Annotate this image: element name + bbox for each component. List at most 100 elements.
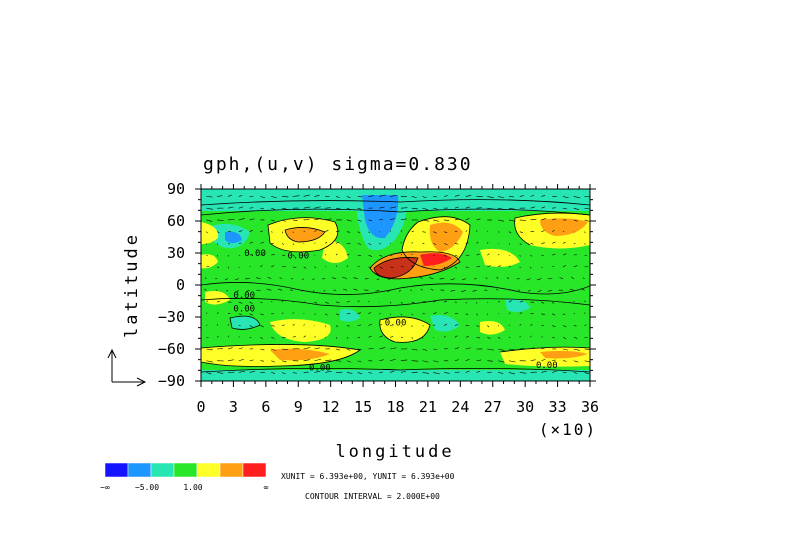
wind-vector — [573, 219, 578, 222]
wind-vector — [541, 301, 545, 304]
wind-vector — [422, 254, 424, 256]
wind-vector — [303, 194, 310, 197]
wind-vector — [292, 231, 294, 234]
wind-vector — [487, 348, 494, 351]
wind-vector — [573, 196, 581, 199]
wind-vector — [444, 348, 448, 350]
wind-vector — [238, 242, 242, 244]
wind-vector — [281, 207, 288, 210]
wind-vector — [325, 325, 327, 327]
wind-vector — [465, 370, 470, 373]
wind-vector — [552, 325, 556, 328]
colorbar-swatch — [150, 462, 175, 478]
wind-vector — [508, 324, 510, 326]
wind-vector — [312, 290, 315, 293]
wind-vector — [227, 194, 233, 197]
wind-vector — [292, 348, 300, 350]
wind-vector — [206, 231, 208, 234]
wind-vector — [519, 300, 524, 303]
colorbar-swatch — [219, 462, 244, 478]
wind-vector — [530, 243, 534, 245]
wind-vector — [422, 372, 430, 374]
wind-vector — [519, 266, 521, 269]
wind-vector — [400, 230, 403, 232]
wind-vector — [422, 337, 424, 339]
wind-vector — [303, 324, 305, 326]
wind-vector — [562, 253, 567, 256]
wind-vector — [444, 231, 448, 234]
wind-vector — [476, 325, 480, 328]
wind-vector — [476, 241, 479, 244]
wind-vector — [271, 207, 276, 210]
wind-vector — [346, 207, 351, 210]
wind-vector — [217, 335, 219, 338]
wind-vector — [519, 219, 527, 221]
wind-vector — [292, 254, 296, 257]
wind-vector — [357, 324, 362, 326]
wind-vector — [527, 290, 531, 292]
wind-vector — [346, 325, 350, 327]
wind-vector — [420, 288, 423, 291]
wind-vector — [400, 207, 408, 209]
wind-vector — [281, 219, 286, 222]
wind-vector — [217, 219, 224, 221]
x-axis-label: longitude — [335, 442, 454, 462]
wind-vector — [217, 195, 223, 197]
wind-vector — [346, 219, 352, 222]
wind-vector — [411, 253, 413, 256]
y-tick-label: −60 — [158, 340, 185, 358]
wind-vector — [206, 372, 212, 375]
wind-vector — [249, 207, 254, 209]
wind-vector — [234, 278, 239, 281]
wind-vector — [303, 335, 307, 338]
wind-vector — [368, 266, 372, 269]
wind-vector — [292, 323, 295, 326]
wind-vector — [292, 372, 297, 374]
wind-vector — [487, 242, 489, 244]
wind-vector — [238, 301, 243, 304]
wind-vector — [260, 325, 264, 328]
wind-vector — [388, 278, 391, 281]
wind-vector — [541, 336, 543, 338]
wind-vector — [476, 230, 478, 232]
y-tick-label: 90 — [167, 180, 185, 198]
wind-vector — [562, 348, 569, 351]
contour-label: 0.00 — [244, 249, 266, 259]
y-tick-label: 0 — [176, 276, 185, 294]
wind-vector — [390, 195, 397, 197]
wind-vector — [335, 196, 340, 199]
wind-vector — [314, 206, 321, 209]
wind-vector — [552, 253, 556, 256]
x-multiplier: (×10) — [539, 420, 597, 439]
y-tick-label: 60 — [167, 212, 185, 230]
wind-vector — [422, 231, 426, 233]
wind-vector — [271, 219, 275, 222]
wind-vector — [217, 372, 224, 374]
wind-vector — [379, 218, 384, 221]
wind-vector — [569, 288, 574, 291]
wind-vector — [260, 196, 265, 199]
wind-vector — [227, 243, 230, 245]
wind-vector — [465, 313, 469, 315]
wind-vector — [216, 243, 219, 246]
wind-vector — [346, 254, 350, 256]
wind-vector — [584, 231, 586, 234]
colorbar-swatch — [196, 462, 221, 478]
wind-vector — [343, 288, 347, 291]
wind-vector — [400, 218, 407, 221]
wind-vector — [433, 243, 437, 245]
wind-vector — [508, 254, 510, 256]
wind-vector — [216, 323, 218, 326]
wind-vector — [368, 254, 373, 257]
wind-vector — [462, 278, 466, 281]
wind-vector — [346, 300, 350, 303]
wind-vector — [249, 370, 256, 373]
colorbar-label: −5.00 — [135, 483, 159, 492]
wind-vector — [422, 325, 424, 327]
wind-vector — [508, 372, 516, 375]
wind-vector — [582, 277, 585, 279]
wind-vector — [206, 243, 208, 245]
wind-vector — [303, 313, 305, 315]
wind-vector — [389, 242, 392, 244]
